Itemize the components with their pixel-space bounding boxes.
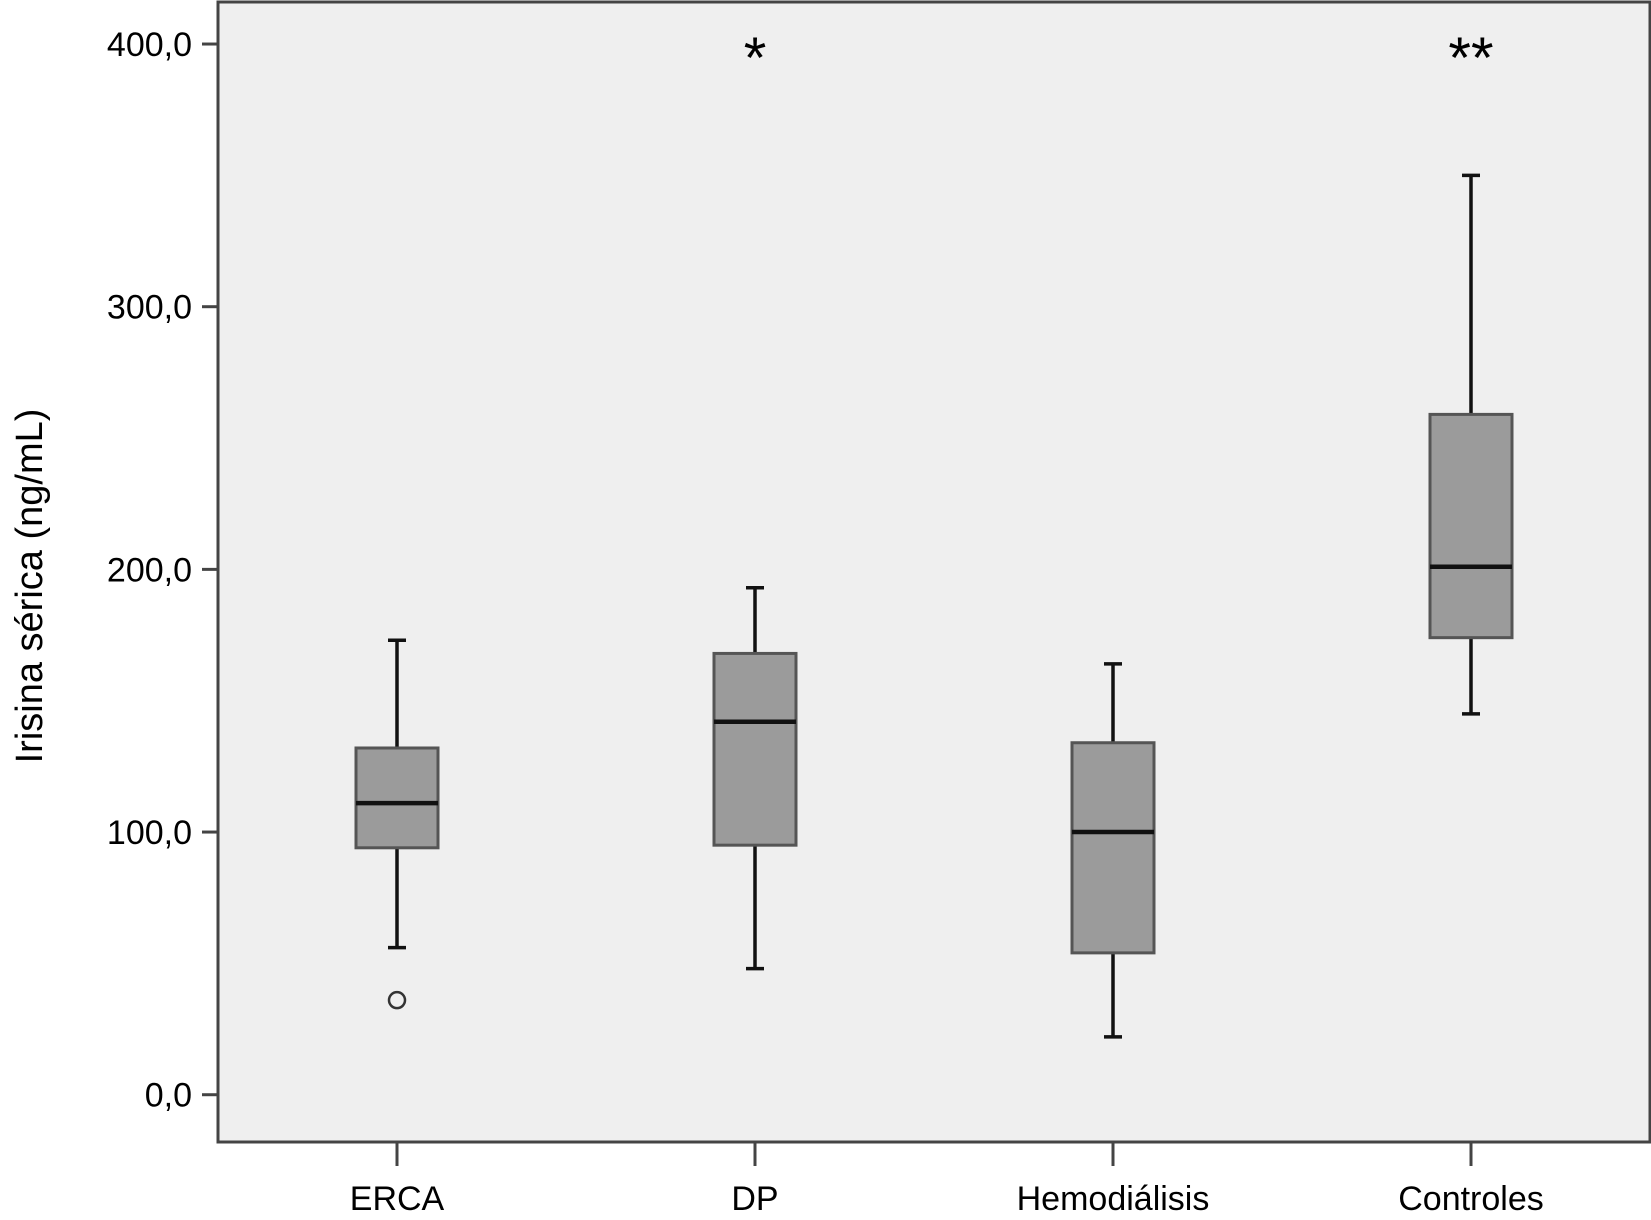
y-tick-label: 200,0: [107, 551, 192, 589]
x-axis: ERCA DP Hemodiálisis Controles: [350, 1142, 1544, 1218]
box-erca: [354, 638, 440, 1010]
box-dp: [712, 586, 798, 971]
x-tick-label: Controles: [1398, 1180, 1544, 1218]
outlier-point: [387, 990, 407, 1010]
x-tick-label: DP: [731, 1180, 778, 1218]
significance-marker: *: [744, 26, 767, 91]
y-axis: 0,0 100,0 200,0 300,0 400,0: [107, 26, 218, 1115]
box-series: [354, 173, 1514, 1039]
y-axis-title: Irisina sérica (ng/mL): [9, 409, 51, 764]
y-tick-label: 100,0: [107, 814, 192, 852]
iqr-box: [354, 746, 440, 850]
significance-marker: **: [1448, 26, 1493, 91]
y-tick-label: 300,0: [107, 289, 192, 327]
box-controles: [1428, 173, 1514, 716]
x-tick-label: Hemodiálisis: [1017, 1180, 1210, 1218]
iqr-box: [712, 651, 798, 847]
plot-area: [216, 0, 1651, 1144]
x-tick-label: ERCA: [350, 1180, 445, 1218]
y-tick-label: 400,0: [107, 26, 192, 64]
y-tick-label: 0,0: [145, 1077, 192, 1115]
box-hemodiálisis: [1070, 662, 1156, 1039]
significance-annotations: * **: [744, 26, 1494, 91]
iqr-box: [1070, 741, 1156, 955]
iqr-box: [1428, 412, 1514, 640]
